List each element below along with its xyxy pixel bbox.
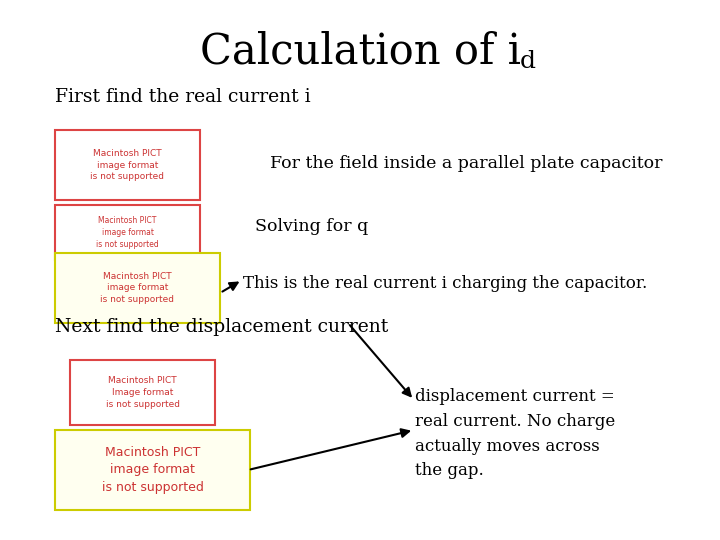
Text: displacement current =
real current. No charge
actually moves across
the gap.: displacement current = real current. No … [415, 388, 616, 480]
Bar [70, 360, 215, 425]
Text: Macintosh PICT
image format
is not supported: Macintosh PICT image format is not suppo… [96, 216, 159, 249]
Text: Macintosh PICT
Image format
is not supported: Macintosh PICT Image format is not suppo… [106, 376, 179, 409]
Bar [55, 253, 220, 323]
Bar [55, 130, 200, 200]
Bar [55, 205, 200, 260]
Text: Solving for q: Solving for q [255, 218, 368, 235]
Text: Macintosh PICT
image format
is not supported: Macintosh PICT image format is not suppo… [102, 447, 204, 494]
Text: Macintosh PICT
image format
is not supported: Macintosh PICT image format is not suppo… [101, 272, 174, 305]
Text: This is the real current i charging the capacitor.: This is the real current i charging the … [243, 275, 647, 292]
Text: d: d [520, 51, 536, 73]
Text: Calculation of i: Calculation of i [199, 31, 521, 73]
Text: For the field inside a parallel plate capacitor: For the field inside a parallel plate ca… [270, 155, 662, 172]
Text: Macintosh PICT
image format
is not supported: Macintosh PICT image format is not suppo… [91, 148, 164, 181]
Text: Next find the displacement current: Next find the displacement current [55, 318, 388, 336]
Bar [55, 430, 250, 510]
Text: First find the real current i: First find the real current i [55, 88, 310, 106]
